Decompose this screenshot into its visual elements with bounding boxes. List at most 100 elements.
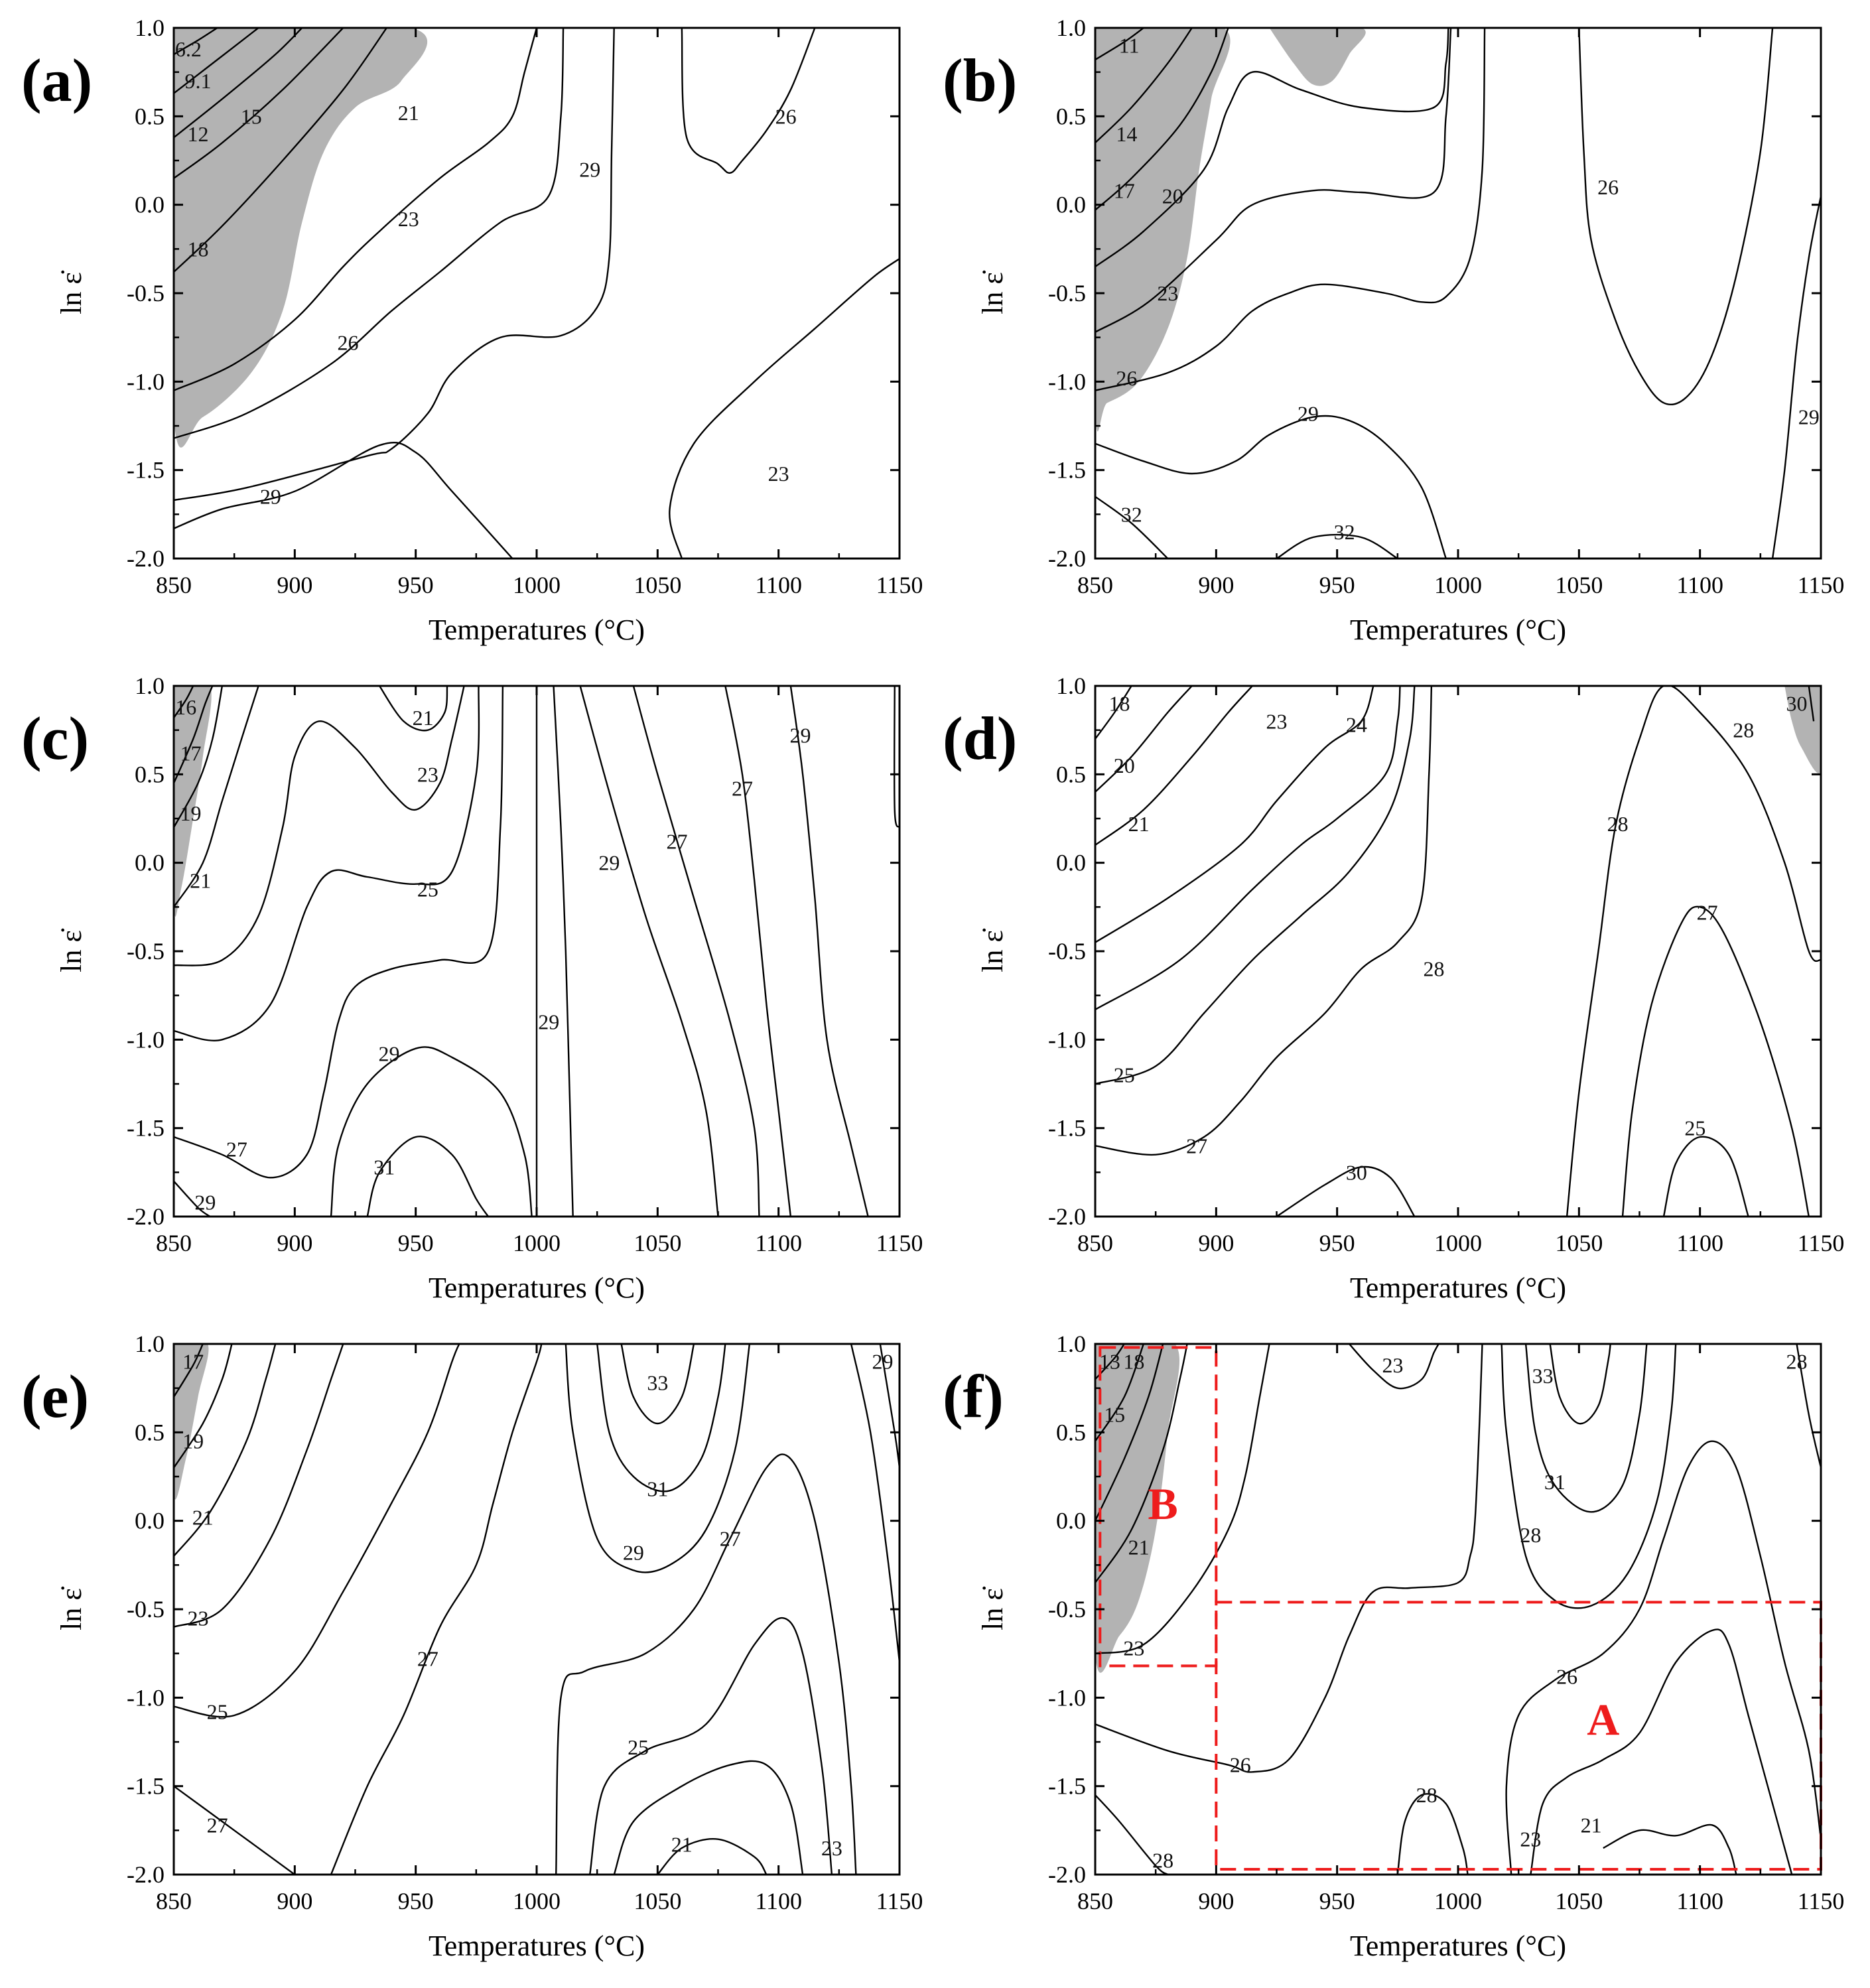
contour-line bbox=[174, 686, 504, 1179]
y-tick-label: -0.5 bbox=[127, 280, 165, 306]
x-tick-label: 1000 bbox=[1434, 1230, 1482, 1256]
contour-label: 19 bbox=[182, 1429, 204, 1453]
contour-line bbox=[174, 28, 344, 179]
contour-label: 29 bbox=[1798, 405, 1820, 429]
contour-line bbox=[1095, 686, 1132, 740]
plot-area: 17 19 21 23 25 27 27 33 31 29 27 25 23 21 29 bbox=[174, 1344, 900, 1875]
contour-line bbox=[174, 686, 465, 966]
panel-4: 18 20 21 23 24 25 27 28 30 28 28 27 25 30 850 900 950 100… bbox=[943, 673, 1844, 1304]
y-axis-title: ln ε̇ bbox=[976, 1586, 1009, 1630]
contour-label: 29 bbox=[623, 1541, 644, 1565]
contour-line bbox=[1095, 28, 1193, 144]
contour-line bbox=[1566, 686, 1821, 1217]
contour-line bbox=[1578, 28, 1774, 405]
contour-label: 32 bbox=[1334, 520, 1355, 544]
contour-label: 23 bbox=[1123, 1636, 1144, 1660]
contour-label: 27 bbox=[720, 1526, 741, 1550]
y-tick-label: -2.0 bbox=[127, 1861, 165, 1888]
contour-line bbox=[330, 1046, 533, 1217]
contour-line bbox=[1095, 1794, 1169, 1875]
contour-label: 29 bbox=[789, 724, 811, 748]
y-tick-label: -1.0 bbox=[127, 1684, 165, 1711]
contour-line bbox=[1276, 1165, 1416, 1217]
contour-line bbox=[1095, 1344, 1270, 1654]
contour-label: 9.1 bbox=[184, 69, 211, 93]
panel-label: (e) bbox=[21, 1362, 89, 1430]
contour-label: 29 bbox=[579, 157, 600, 181]
plot-area: 11 14 17 20 23 26 29 32 32 26 29 bbox=[1095, 28, 1821, 559]
contour-label: 23 bbox=[821, 1836, 842, 1860]
x-tick-label: 850 bbox=[156, 1888, 192, 1914]
contour-line bbox=[669, 257, 900, 559]
contour-label: 26 bbox=[1116, 366, 1137, 390]
contour-label: 23 bbox=[1266, 709, 1288, 733]
contour-label: 29 bbox=[1298, 401, 1319, 425]
x-tick-label: 1050 bbox=[634, 1888, 681, 1914]
y-tick-label: -2.0 bbox=[127, 1203, 165, 1230]
x-axis-title: Temperatures (°C) bbox=[1350, 1272, 1566, 1304]
contour-label: 21 bbox=[190, 868, 211, 892]
x-tick-label: 1050 bbox=[1555, 1230, 1603, 1256]
contour-label: 15 bbox=[1104, 1403, 1125, 1427]
panel-1: 6.2 9.1 12 15 18 21 23 26 29 29 26 23 850 900 950 1000 1… bbox=[21, 15, 923, 646]
contour-label: 29 bbox=[598, 851, 620, 875]
x-axis-title: Temperatures (°C) bbox=[429, 1930, 645, 1962]
contour-label: 33 bbox=[1532, 1364, 1554, 1388]
contour-line bbox=[1771, 196, 1821, 559]
contour-label: 30 bbox=[1786, 692, 1808, 716]
contour-line bbox=[1603, 1823, 1737, 1875]
x-tick-label: 1150 bbox=[876, 572, 923, 598]
contour-label: 28 bbox=[1424, 957, 1445, 981]
y-tick-label: 0.0 bbox=[1056, 192, 1086, 218]
contour-label: 18 bbox=[1108, 692, 1130, 716]
contour-label: 25 bbox=[417, 878, 438, 901]
contour-line bbox=[174, 686, 194, 718]
plot-area: 18 20 21 23 24 25 27 28 30 28 28 27 25 30 bbox=[1095, 686, 1821, 1217]
x-tick-label: 850 bbox=[1077, 1230, 1113, 1256]
contour-label: 29 bbox=[379, 1042, 400, 1066]
x-tick-label: 1150 bbox=[1798, 1230, 1845, 1256]
contour-line bbox=[893, 686, 900, 828]
contour-label: 26 bbox=[775, 104, 797, 128]
x-tick-label: 900 bbox=[1198, 1888, 1234, 1914]
panel-label: (a) bbox=[21, 46, 92, 114]
contour-line bbox=[1095, 496, 1169, 559]
x-tick-label: 1100 bbox=[755, 1888, 802, 1914]
panel-5: 17 19 21 23 25 27 27 33 31 29 27 25 23 21 29 850 900 950 1… bbox=[21, 1331, 923, 1962]
contour-label: 27 bbox=[1697, 900, 1718, 924]
contour-line bbox=[366, 1136, 490, 1217]
x-tick-label: 1050 bbox=[1555, 572, 1603, 598]
x-tick-label: 850 bbox=[156, 572, 192, 598]
y-tick-label: -1.5 bbox=[1048, 1773, 1086, 1800]
contour-line bbox=[1349, 1344, 1439, 1390]
y-tick-label: 1.0 bbox=[135, 1331, 165, 1357]
x-axis-title: Temperatures (°C) bbox=[429, 1272, 645, 1304]
y-tick-label: 0.5 bbox=[1056, 761, 1086, 787]
contour-label: 15 bbox=[241, 104, 262, 128]
x-axis-title: Temperatures (°C) bbox=[1350, 1930, 1566, 1962]
y-axis-title: ln ε̇ bbox=[55, 928, 88, 972]
x-tick-label: 900 bbox=[1198, 572, 1234, 598]
x-tick-label: 1150 bbox=[876, 1888, 923, 1914]
y-axis-title: ln ε̇ bbox=[55, 270, 88, 314]
y-tick-label: 1.0 bbox=[1056, 1331, 1086, 1357]
contour-line bbox=[724, 686, 792, 1217]
contour-line bbox=[1095, 28, 1449, 267]
contour-label: 17 bbox=[180, 741, 202, 765]
y-tick-label: -1.5 bbox=[1048, 1115, 1086, 1142]
y-tick-label: -0.5 bbox=[127, 1596, 165, 1623]
x-tick-label: 850 bbox=[156, 1230, 192, 1256]
y-tick-label: 0.5 bbox=[135, 1419, 165, 1445]
contour-label: 29 bbox=[538, 1010, 559, 1034]
contour-label: 29 bbox=[260, 485, 281, 509]
contour-label: 21 bbox=[1128, 1536, 1150, 1559]
x-tick-label: 1050 bbox=[634, 572, 681, 598]
y-axis-title: ln ε̇ bbox=[55, 1586, 88, 1630]
contour-label: 27 bbox=[667, 830, 688, 854]
contour-line bbox=[681, 28, 816, 174]
contour-label: 29 bbox=[872, 1350, 893, 1374]
contour-line bbox=[1095, 686, 1374, 943]
x-tick-label: 950 bbox=[398, 1888, 434, 1914]
shaded-region bbox=[174, 28, 428, 448]
contour-line bbox=[174, 28, 565, 439]
